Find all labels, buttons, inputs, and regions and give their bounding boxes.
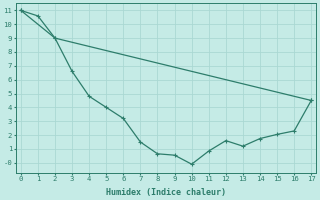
- X-axis label: Humidex (Indice chaleur): Humidex (Indice chaleur): [106, 188, 226, 197]
